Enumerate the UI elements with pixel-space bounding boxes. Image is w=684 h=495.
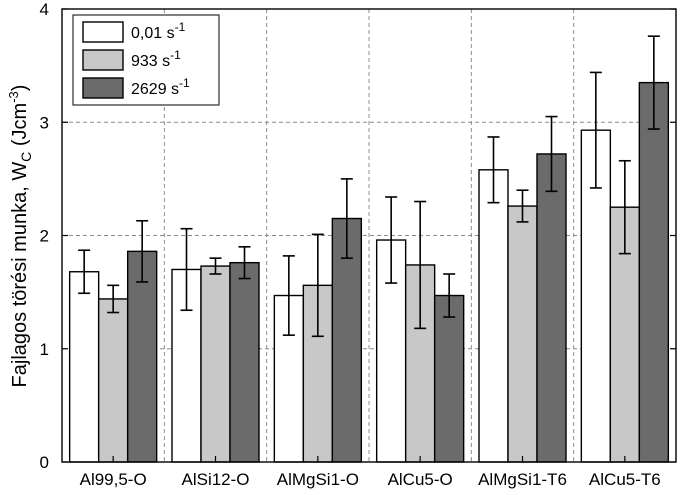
legend-label: 933 s-1 bbox=[131, 48, 181, 70]
gridlines bbox=[62, 9, 676, 462]
x-axis-labels: Al99,5-O AlSi12-O AlMgSi1-O AlCu5-O AlMgSi1-… bbox=[80, 470, 661, 489]
x-tick-label: AlMgSi1-O bbox=[277, 470, 359, 489]
x-tick-label: AlCu5-O bbox=[388, 470, 453, 489]
y-axis-label: Fajlagos törési munka, WC (Jcm-3) bbox=[6, 85, 34, 388]
bar bbox=[68, 271, 100, 463]
bars bbox=[68, 81, 670, 463]
bar bbox=[433, 294, 465, 463]
legend-swatch bbox=[82, 49, 124, 71]
y-tick-label: 4 bbox=[40, 0, 49, 19]
bar bbox=[229, 261, 260, 463]
y-axis-label-superscript: -3 bbox=[6, 91, 21, 103]
y-tick-label: 2 bbox=[40, 227, 49, 246]
error-bars bbox=[78, 35, 660, 338]
bar bbox=[200, 265, 231, 463]
legend-swatch bbox=[82, 21, 124, 43]
legend: 0,01 s-1 933 s-1 2629 s-1 bbox=[72, 14, 220, 106]
x-tick-label: AlSi12-O bbox=[181, 470, 249, 489]
bar bbox=[478, 169, 509, 463]
bar bbox=[97, 298, 129, 463]
y-tick-label: 1 bbox=[40, 340, 49, 359]
x-tick-label: AlMgSi1-T6 bbox=[478, 470, 567, 489]
legend-label: 2629 s-1 bbox=[131, 76, 190, 98]
legend-swatch bbox=[82, 77, 124, 99]
bar bbox=[507, 205, 538, 463]
x-tick-label: Al99,5-O bbox=[80, 470, 147, 489]
bar bbox=[638, 81, 670, 463]
y-tick-label: 3 bbox=[40, 113, 49, 132]
y-tick-label: 0 bbox=[40, 453, 49, 472]
x-tick-label: AlCu5-T6 bbox=[589, 470, 661, 489]
legend-label: 0,01 s-1 bbox=[131, 20, 186, 42]
bar bbox=[126, 250, 158, 463]
bar bbox=[536, 153, 567, 463]
y-axis-label-subscript: C bbox=[18, 152, 34, 162]
bar bbox=[331, 217, 363, 463]
y-axis-ticks: 0 1 2 3 4 bbox=[40, 0, 676, 472]
